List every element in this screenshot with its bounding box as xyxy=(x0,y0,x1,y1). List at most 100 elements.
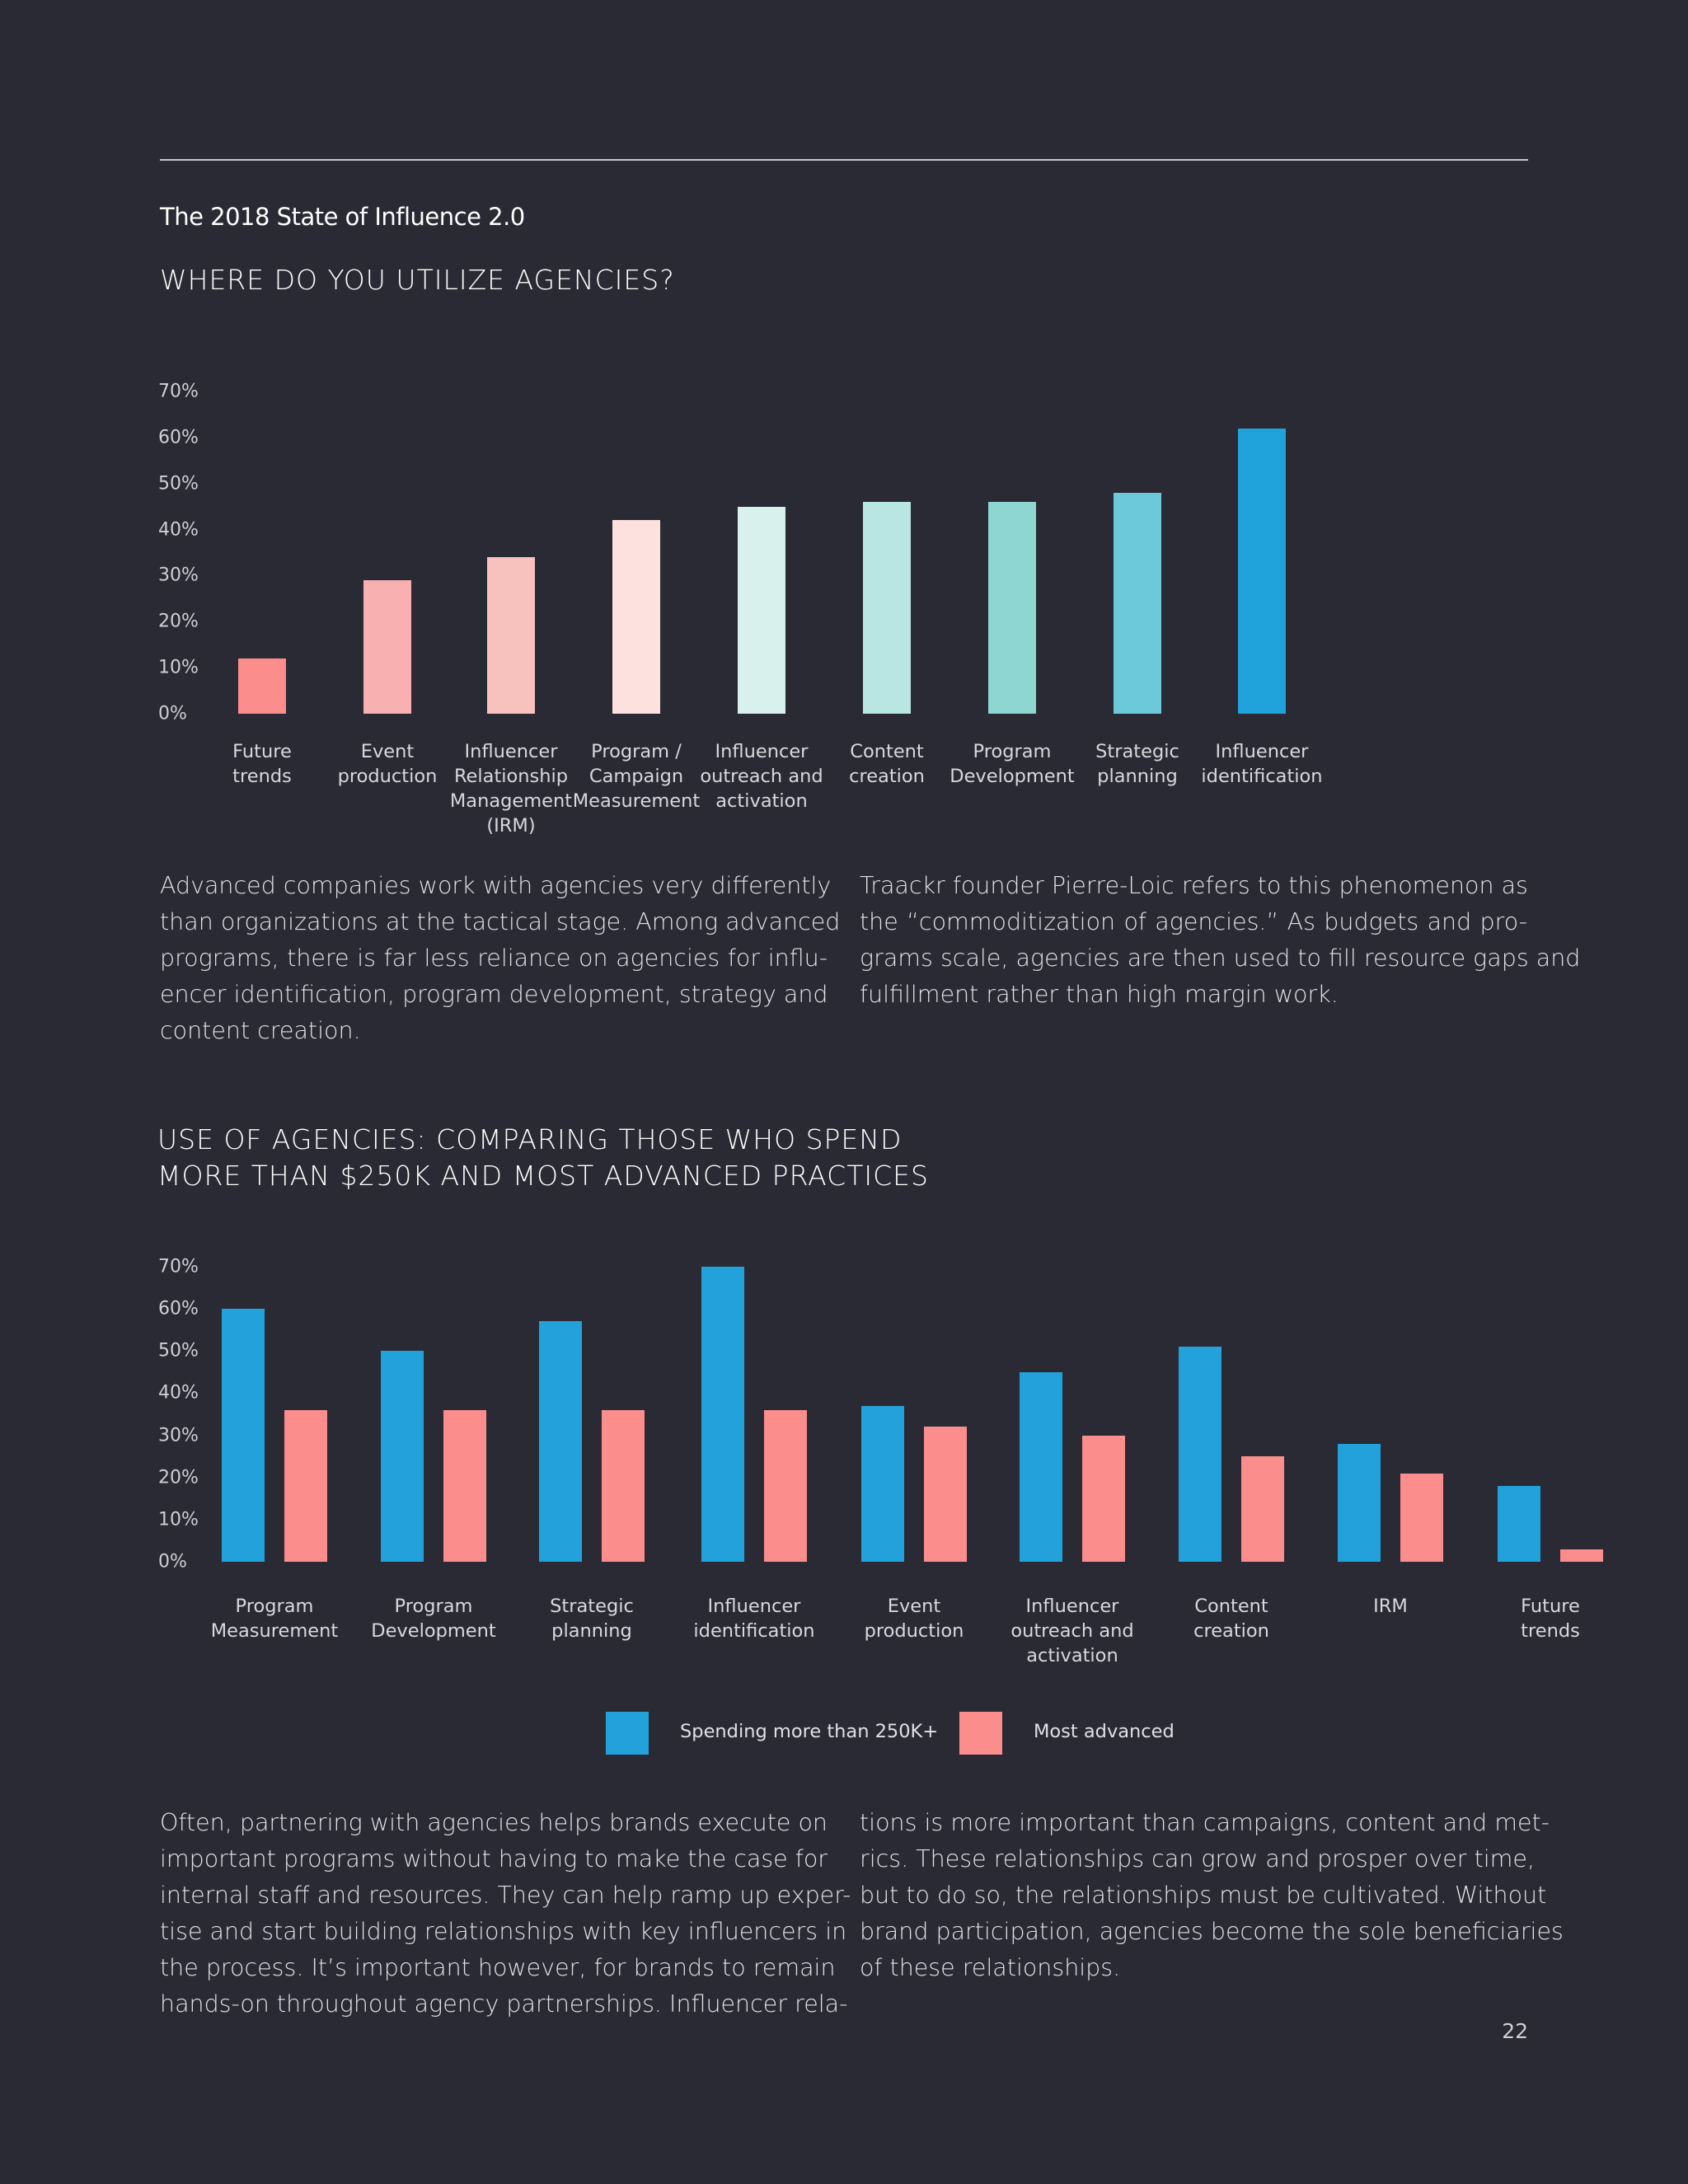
bar-spending xyxy=(701,1267,744,1562)
paragraph-line: grams scale, agencies are then used to f… xyxy=(860,944,1581,972)
x-tick-label: Event production xyxy=(338,739,438,789)
x-tick-label: Influencer identification xyxy=(693,1594,814,1643)
x-tick-label: Influencer outreach and activation xyxy=(700,739,823,813)
y-tick-label: 30% xyxy=(158,565,199,586)
x-tick-label-line: outreach and xyxy=(700,766,823,787)
x-tick-label-line: trends xyxy=(1521,1620,1580,1642)
paragraph-line: tise and start building relationships wi… xyxy=(160,1918,847,1945)
x-tick-label-line: Measurement xyxy=(210,1620,339,1642)
paragraph-line: important programs without having to mak… xyxy=(160,1845,828,1872)
y-tick-label: 40% xyxy=(158,519,199,541)
bar-spending xyxy=(222,1309,265,1562)
paragraph-line: rics. These relationships can grow and p… xyxy=(860,1845,1536,1872)
x-tick-label-line: Program xyxy=(394,1596,473,1617)
bar-advanced xyxy=(602,1409,645,1562)
x-tick-label: Influencer Relationship Management (IRM) xyxy=(450,739,572,838)
bar-spending xyxy=(1338,1443,1381,1562)
section2-heading: USE OF AGENCIES: COMPARING THOSE WHO SPE… xyxy=(157,1122,929,1194)
heading-line: WHERE DO YOU UTILIZE AGENCIES? xyxy=(160,264,675,296)
bar-advanced xyxy=(764,1409,807,1562)
x-tick-label-line: Campaign xyxy=(588,766,684,787)
x-tick-label: Event production xyxy=(865,1594,964,1643)
bar xyxy=(238,658,286,714)
paragraph-line: fulfillment rather than high margin work… xyxy=(860,981,1339,1008)
x-tick-label: Influencer identification xyxy=(1201,739,1322,789)
x-tick-label-line: Strategic xyxy=(1095,741,1179,762)
y-tick-label: 20% xyxy=(158,611,199,632)
x-tick-label-line: Strategic xyxy=(550,1596,634,1617)
x-tick-label-line: Influencer xyxy=(464,741,558,762)
x-tick-label-line: Influencer xyxy=(1025,1596,1119,1617)
x-tick-label: IRM xyxy=(1373,1594,1408,1619)
bar-advanced xyxy=(924,1427,967,1562)
x-tick-label: Program Measurement xyxy=(211,1594,338,1643)
page-number: 22 xyxy=(1502,2019,1528,2043)
x-tick-label-line: trends xyxy=(232,766,292,787)
x-tick-label-line: Event xyxy=(887,1596,941,1617)
x-tick-label-line: planning xyxy=(1097,766,1178,787)
y-tick-label: 50% xyxy=(158,1340,199,1361)
x-tick-label: Strategic planning xyxy=(1095,739,1179,789)
bar xyxy=(738,506,785,714)
x-tick-label-line: planning xyxy=(551,1620,632,1642)
paragraph-line: the process. It’s important however, for… xyxy=(160,1954,836,1981)
bar-spending xyxy=(539,1321,582,1562)
bar-advanced xyxy=(1082,1435,1125,1562)
x-tick-label-line: Program xyxy=(235,1596,314,1617)
x-tick-label-line: identification xyxy=(1201,766,1323,787)
paragraph-line: programs, there is far less reliance on … xyxy=(160,944,828,972)
section2-paragraph-right: tions is more important than campaigns, … xyxy=(860,1805,1564,1986)
y-tick-label: 50% xyxy=(158,473,199,494)
x-tick-label-line: Management xyxy=(449,790,573,812)
x-tick-label-line: activation xyxy=(715,790,808,812)
x-tick-label-line: Measurement xyxy=(572,790,701,812)
y-tick-label: 40% xyxy=(158,1382,199,1404)
bar xyxy=(363,580,411,714)
paragraph-line: than organizations at the tactical stage… xyxy=(160,908,841,935)
y-tick-label: 30% xyxy=(158,1425,199,1446)
x-tick-label: Content creation xyxy=(1193,1594,1269,1643)
bar xyxy=(1114,492,1161,714)
paragraph-line: of these relationships. xyxy=(860,1954,1121,1981)
y-tick-label: 60% xyxy=(158,427,199,448)
paragraph-line: content creation. xyxy=(160,1017,361,1044)
header-rule xyxy=(160,159,1528,161)
bar-spending xyxy=(1020,1371,1062,1562)
x-tick-label-line: Development xyxy=(371,1620,496,1642)
legend-swatch-advanced xyxy=(959,1712,1002,1755)
y-tick-label: 0% xyxy=(158,703,187,724)
bar-spending xyxy=(861,1405,904,1562)
document-title: The 2018 State of Influence 2.0 xyxy=(160,203,525,231)
bar xyxy=(487,557,535,714)
legend-label-spending: Spending more than 250K+ xyxy=(680,1721,939,1742)
y-tick-label: 20% xyxy=(158,1467,199,1488)
x-tick-label-line: production xyxy=(864,1620,964,1642)
x-tick-label: Content creation xyxy=(849,739,925,789)
bar-advanced xyxy=(1241,1456,1284,1562)
paragraph-line: the “commoditization of agencies.” As bu… xyxy=(860,908,1527,935)
x-tick-label: Future trends xyxy=(1521,1594,1580,1643)
bar xyxy=(1238,428,1286,714)
x-tick-label: Strategic planning xyxy=(550,1594,634,1643)
x-tick-label-line: Influencer xyxy=(707,1596,801,1617)
paragraph-line: Advanced companies work with agencies ve… xyxy=(160,872,832,899)
x-tick-label-line: production xyxy=(337,766,438,787)
paragraph-line: internal staff and resources. They can h… xyxy=(160,1882,851,1909)
x-tick-label-line: Development xyxy=(950,766,1075,787)
bar xyxy=(863,502,911,714)
bar-advanced xyxy=(1400,1473,1443,1562)
x-tick-label-line: creation xyxy=(849,766,925,787)
bar-advanced xyxy=(1560,1549,1603,1562)
x-tick-label-line: Influencer xyxy=(715,741,809,762)
y-tick-label: 60% xyxy=(158,1298,199,1319)
x-tick-label-line: Program xyxy=(973,741,1052,762)
legend-swatch-spending xyxy=(606,1712,649,1755)
heading-line: USE OF AGENCIES: COMPARING THOSE WHO SPE… xyxy=(157,1123,903,1155)
y-tick-label: 70% xyxy=(158,1256,199,1277)
paragraph-line: brand participation, agencies become the… xyxy=(860,1918,1564,1945)
paragraph-line: but to do so, the relationships must be … xyxy=(860,1882,1547,1909)
x-tick-label: Program Development xyxy=(950,739,1074,789)
bar-advanced xyxy=(284,1409,327,1562)
heading-line: MORE THAN $250K AND MOST ADVANCED PRACTI… xyxy=(157,1160,929,1192)
paragraph-line: hands-on throughout agency partnerships.… xyxy=(160,1990,848,2018)
